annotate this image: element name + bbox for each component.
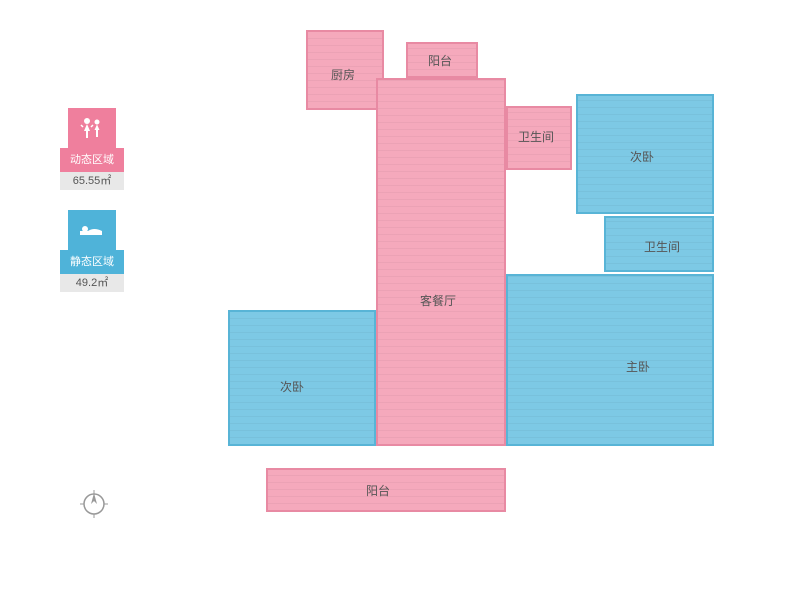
- legend-static-value: 49.2㎡: [60, 274, 124, 292]
- compass-icon: [80, 490, 108, 518]
- legend: 动态区域 65.55㎡ 静态区域 49.2㎡: [60, 108, 124, 312]
- legend-static: 静态区域 49.2㎡: [60, 210, 124, 292]
- outer-wall: [224, 30, 718, 520]
- floorplan: 厨房阳台客餐厅卫生间次卧卫生间主卧次卧阳台: [206, 30, 716, 570]
- legend-dynamic-label: 动态区域: [60, 148, 124, 172]
- sleeping-icon: [68, 210, 116, 250]
- legend-dynamic: 动态区域 65.55㎡: [60, 108, 124, 190]
- legend-static-label: 静态区域: [60, 250, 124, 274]
- legend-dynamic-value: 65.55㎡: [60, 172, 124, 190]
- people-icon: [68, 108, 116, 148]
